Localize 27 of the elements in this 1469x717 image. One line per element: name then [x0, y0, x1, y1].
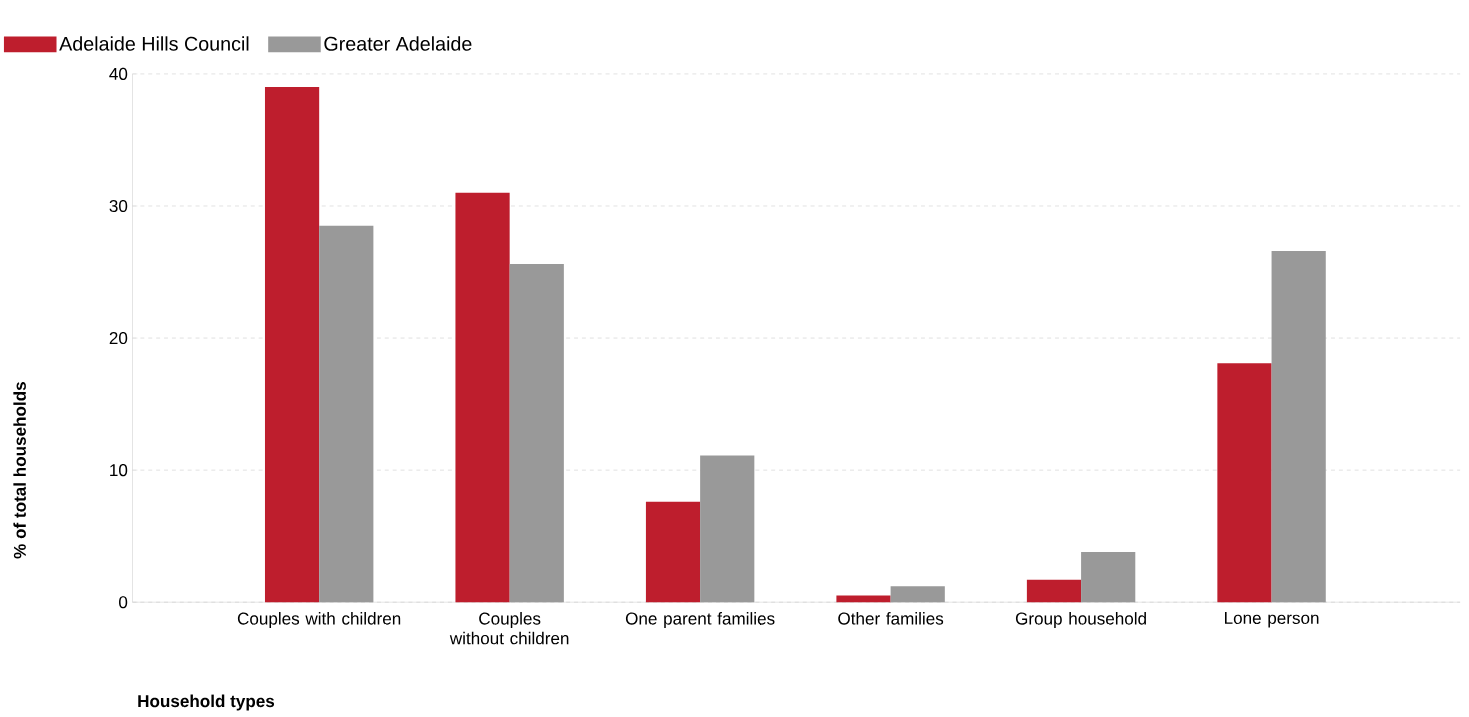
x-tick-label: Group household [1015, 612, 1146, 629]
bar [509, 264, 564, 603]
bar [890, 586, 945, 603]
y-tick-label: 0 [119, 596, 128, 609]
bar [1026, 579, 1082, 603]
bar [836, 595, 891, 603]
x-tick-label: Couples without children [449, 612, 569, 645]
bar [264, 87, 320, 603]
legend-label: Adelaide Hills Council [59, 36, 249, 51]
y-tick-label: 20 [109, 332, 128, 345]
y-tick-label: 10 [110, 464, 128, 477]
x-tick-label: Other families [838, 612, 944, 625]
x-tick-label: Lone person [1225, 612, 1319, 628]
y-axis-title: % of total households [13, 382, 26, 559]
y-tick-label: 30 [109, 200, 128, 213]
bar [319, 226, 374, 603]
legend-label: Greater Adelaide [324, 36, 472, 51]
x-axis-title: Household types [138, 694, 275, 711]
bar [645, 502, 701, 603]
x-tick-label: One parent families [625, 612, 775, 629]
bar [700, 455, 755, 603]
bar [1081, 552, 1136, 603]
bar [455, 193, 510, 603]
bar [1217, 363, 1272, 603]
y-tick-label: 40 [109, 68, 128, 81]
bar [1271, 251, 1326, 603]
x-tick-label: Couples with children [237, 612, 401, 629]
